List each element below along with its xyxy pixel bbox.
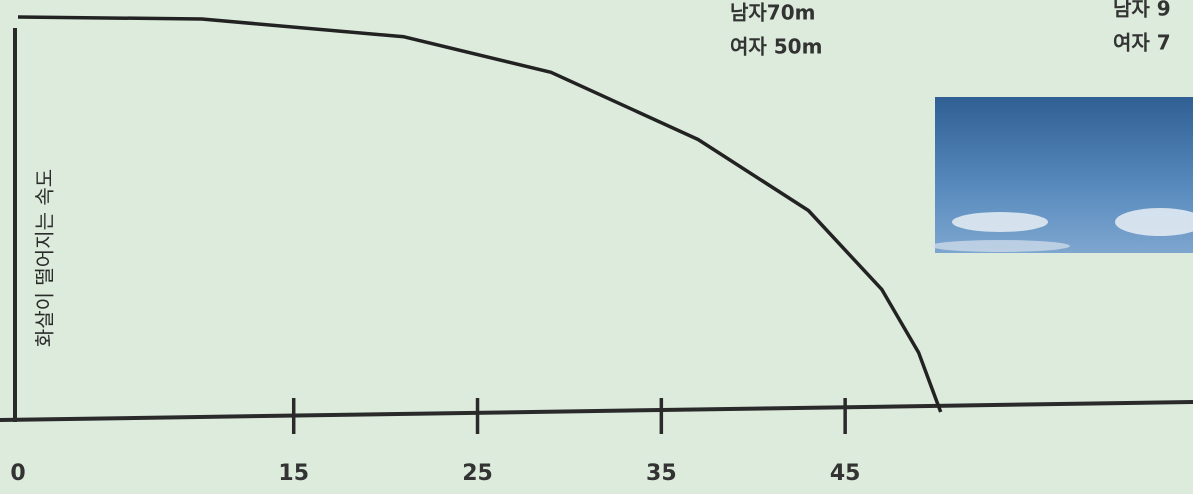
x-tick-label: 15: [278, 461, 309, 486]
annotation: 여자 50m: [730, 35, 822, 59]
x-tick-label: 45: [830, 461, 861, 486]
annotation: 여자 7: [1113, 31, 1171, 55]
page: {"chart_data": {"type": "line", "y_label…: [0, 0, 1193, 494]
y-axis-label: 화살이 떨어지는 속도: [33, 169, 57, 347]
annotation: 남자70m: [730, 1, 815, 25]
annotation: 남자 9: [1113, 0, 1171, 21]
sky-image: [930, 97, 1193, 253]
x-tick-label: 0: [10, 461, 25, 486]
x-tick-label: 35: [646, 461, 677, 486]
x-tick-label: 25: [462, 461, 493, 486]
chart: 남자70m 여자 50m 남자 9 여자 7 화살이 떨어지는 속도 0 15 25…: [0, 0, 1193, 494]
